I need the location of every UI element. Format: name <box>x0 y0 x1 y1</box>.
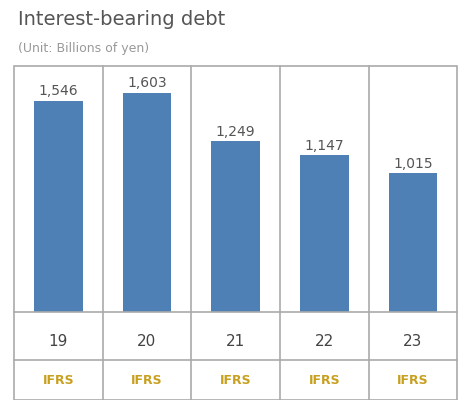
Text: 20: 20 <box>137 334 157 348</box>
Text: IFRS: IFRS <box>43 374 74 387</box>
Text: IFRS: IFRS <box>397 374 429 387</box>
Bar <box>389 173 438 312</box>
Text: 19: 19 <box>49 334 68 348</box>
Text: 21: 21 <box>226 334 245 348</box>
Text: IFRS: IFRS <box>220 374 251 387</box>
Bar <box>211 141 260 312</box>
Text: 1,546: 1,546 <box>38 84 78 98</box>
Text: 1,015: 1,015 <box>393 156 433 170</box>
Text: 1,249: 1,249 <box>216 124 255 138</box>
Text: 1,603: 1,603 <box>127 76 167 90</box>
Text: Interest-bearing debt: Interest-bearing debt <box>18 10 226 29</box>
Bar <box>34 101 83 312</box>
Text: (Unit: Billions of yen): (Unit: Billions of yen) <box>18 42 150 55</box>
Text: 22: 22 <box>315 334 334 348</box>
Text: IFRS: IFRS <box>309 374 340 387</box>
Text: 23: 23 <box>403 334 423 348</box>
Bar <box>300 155 349 312</box>
Bar <box>122 93 171 312</box>
Text: IFRS: IFRS <box>131 374 163 387</box>
Text: 1,147: 1,147 <box>304 138 344 152</box>
